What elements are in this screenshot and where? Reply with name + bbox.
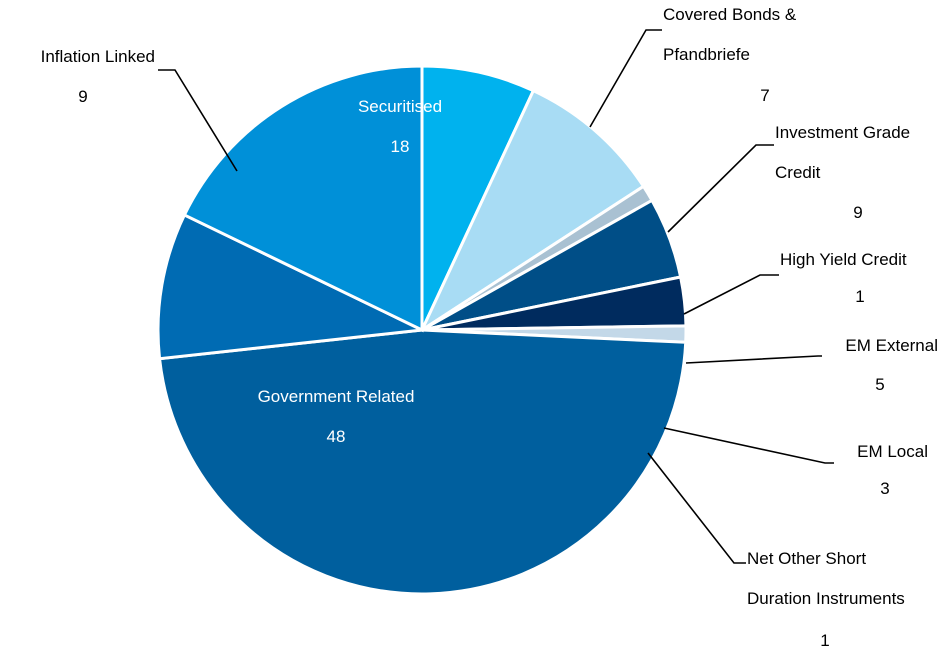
leader-line-high-yield-credit (683, 274, 779, 315)
slice-label-net-other-short-duration-instruments: Duration Instruments (747, 589, 905, 608)
slice-value-government-related: 48 (327, 427, 346, 446)
pie-slice-covered-bonds-and-pfandbriefe (420, 64, 536, 331)
leader-line-inflation-linked (158, 69, 238, 172)
leader-line-em-local (663, 427, 834, 464)
slice-value-em-local: 3 (880, 479, 889, 498)
slice-label-covered-bonds-and-pfandbriefe: Pfandbriefe (663, 45, 750, 64)
pie-labels: Covered Bonds & Pfandbriefe 7 Investment Gr… (41, 5, 938, 650)
leader-line-investment-grade-credit (667, 144, 774, 233)
slice-value-securitised: 18 (391, 137, 410, 156)
slice-label-government-related: Government Related (258, 387, 415, 406)
leader-line-covered-bonds-and-pfandbriefe (589, 29, 662, 128)
pie-slice-investment-grade-credit (418, 88, 646, 335)
pie-slice-securitised (182, 64, 424, 333)
slice-value-net-other-short-duration-instruments: 1 (820, 631, 829, 650)
slice-value-em-external: 5 (875, 375, 884, 394)
pie-slices (156, 64, 688, 596)
slice-value-covered-bonds-and-pfandbriefe: 7 (760, 86, 769, 105)
slice-value-high-yield-credit: 1 (855, 287, 864, 306)
pie-slice-inflation-linked (156, 212, 428, 361)
slice-label-investment-grade-credit: Credit (775, 163, 821, 182)
slice-label-em-local: EM Local (857, 442, 928, 461)
slice-label-high-yield-credit: High Yield Credit (780, 250, 907, 269)
slice-value-investment-grade-credit: 9 (853, 203, 862, 222)
slice-label-net-other-short-duration-instruments: Net Other Short (747, 549, 866, 568)
slice-value-inflation-linked: 9 (78, 87, 87, 106)
slice-label-inflation-linked: Inflation Linked (41, 47, 155, 66)
leader-line-net-other-short-duration-instruments (647, 452, 746, 564)
slice-label-em-external: EM External (845, 336, 938, 355)
slice-label-covered-bonds-and-pfandbriefe: Covered Bonds & (663, 5, 797, 24)
pie-slice-government-related (157, 328, 688, 596)
leader-line-em-external (685, 355, 822, 364)
slice-label-investment-grade-credit: Investment Grade (775, 123, 910, 142)
slice-label-securitised: Securitised (358, 97, 442, 116)
